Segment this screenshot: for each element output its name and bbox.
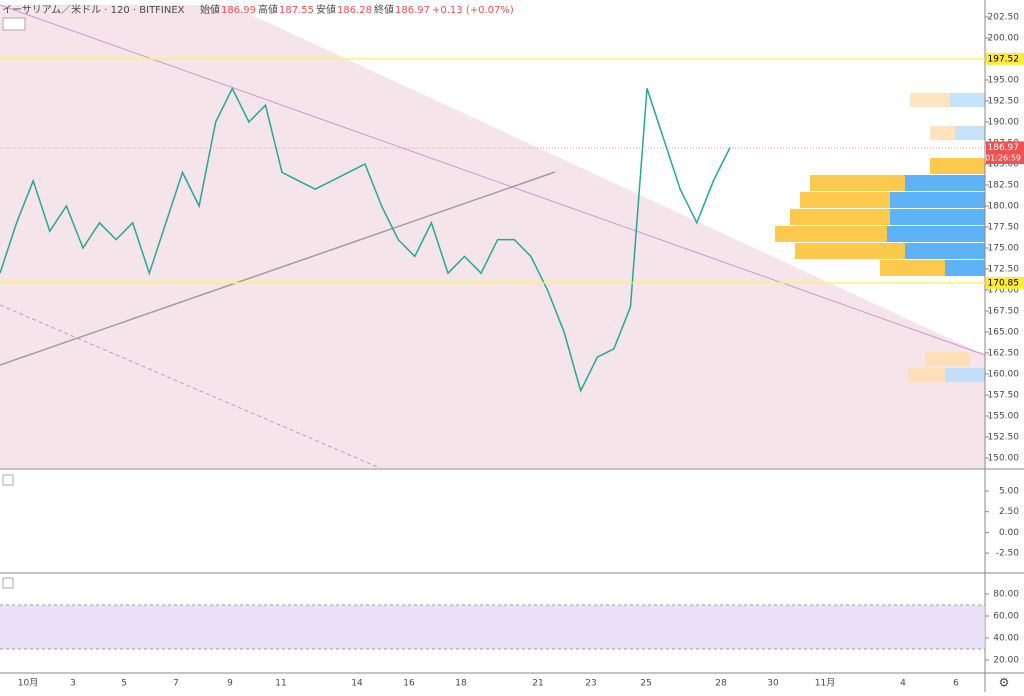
y-tick-label: 202.50: [988, 13, 1020, 23]
trend-line: [0, 304, 381, 469]
x-tick-label: 25: [640, 679, 651, 689]
ohlc-label: 終値: [374, 3, 394, 16]
y-tick-label: 182.50: [988, 181, 1020, 191]
x-tick-label: 14: [351, 679, 363, 689]
y-tick-label: 80.00: [993, 590, 1019, 600]
price-tag-label: 186.97: [988, 143, 1020, 153]
x-tick-label: 10月: [18, 678, 38, 689]
y-tick-label: 157.50: [988, 391, 1020, 401]
indicator-toggle[interactable]: [2, 17, 26, 31]
pattern-area: [0, 5, 985, 468]
y-tick-label: 177.50: [988, 223, 1020, 233]
y-tick-label: 172.50: [988, 265, 1020, 275]
countdown-tag: [986, 152, 1024, 164]
y-tick-label: 150.00: [988, 454, 1020, 464]
x-tick-label: 30: [767, 679, 779, 689]
collapse-button[interactable]: [2, 577, 14, 589]
rsi-band: [0, 605, 985, 649]
y-tick-label: 20.00: [993, 656, 1019, 666]
x-tick-label: 6: [953, 679, 959, 689]
ohlc-label: 高値: [258, 3, 278, 16]
y-tick-label: 60.00: [993, 612, 1019, 622]
symbol: イーサリアム／米ドル · 120 · BITFINEX: [2, 3, 185, 16]
y-tick-label: 152.50: [988, 433, 1020, 443]
ohlc-value: 186.99: [221, 5, 256, 16]
y-tick-label: 155.00: [988, 412, 1020, 422]
price-line: [0, 86, 731, 393]
y-tick-label: 167.50: [988, 307, 1020, 317]
y-tick-label: 0.00: [999, 528, 1019, 538]
countdown: 01:26:59: [985, 154, 1021, 163]
x-tick-label: 5: [121, 679, 127, 689]
ohlc-value: 187.55: [279, 5, 314, 16]
y-tick-label: 2.50: [999, 507, 1019, 517]
price-tag: [986, 276, 1024, 289]
x-tick-label: 3: [70, 679, 76, 689]
x-tick-label: 23: [585, 679, 596, 689]
ohlc-label: 安値: [316, 3, 336, 16]
y-tick-label: 190.00: [988, 118, 1020, 128]
x-tick-label: 11月: [815, 678, 835, 689]
y-tick-label: 160.00: [988, 370, 1020, 380]
y-tick-label: 180.00: [988, 202, 1020, 212]
y-tick-label: 5.00: [999, 487, 1019, 497]
y-tick-label: 192.50: [988, 97, 1020, 107]
y-tick-label: 185.00: [988, 160, 1020, 170]
price-tag-label: 170.85: [988, 278, 1020, 288]
trend-line: [0, 4, 986, 356]
collapse-button[interactable]: [2, 474, 14, 486]
y-tick-label: -2.50: [996, 549, 1020, 559]
x-tick-label: 4: [900, 679, 906, 689]
volume-profile: [775, 93, 985, 382]
ohlc-label: 始値: [200, 3, 220, 16]
x-tick-label: 16: [403, 679, 415, 689]
price-tag: [986, 141, 1024, 154]
x-tick-label: 28: [715, 679, 727, 689]
y-tick-label: 40.00: [993, 634, 1019, 644]
price-tag: [986, 52, 1024, 65]
y-tick-label: 195.00: [988, 76, 1020, 86]
y-tick-label: 175.00: [988, 244, 1020, 254]
y-tick-label: 165.00: [988, 328, 1020, 338]
x-tick-label: 21: [532, 679, 543, 689]
trend-line: [0, 171, 556, 366]
y-tick-label: 200.00: [988, 34, 1020, 44]
x-tick-label: 18: [455, 679, 467, 689]
ohlc-value: 186.97: [395, 5, 430, 16]
price-change: +0.13 (+0.07%): [432, 5, 514, 16]
x-tick-label: 7: [173, 679, 179, 689]
x-tick-label: 11: [275, 679, 286, 689]
ohlc-value: 186.28: [337, 5, 372, 16]
x-tick-label: 9: [227, 679, 233, 689]
y-tick-label: 170.00: [988, 286, 1020, 296]
price-tag-label: 197.52: [988, 54, 1020, 64]
settings-icon[interactable]: ⚙: [999, 676, 1010, 690]
y-tick-label: 162.50: [988, 349, 1020, 359]
